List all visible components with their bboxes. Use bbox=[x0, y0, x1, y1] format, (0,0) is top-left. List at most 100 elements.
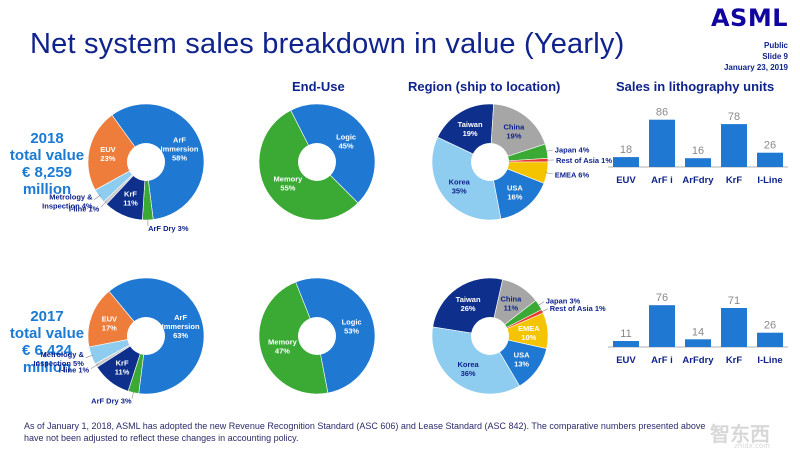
pie-label-euv: EUV 23% bbox=[100, 145, 116, 163]
bar-value-i-line: 26 bbox=[764, 140, 776, 152]
pie-leader-arf-dry bbox=[131, 390, 135, 399]
pie-label-japan: Japan 4% bbox=[555, 146, 590, 155]
pie-label-logic: Logic 45% bbox=[336, 132, 356, 150]
pie-label-rest-of-asia: Rest of Asia 1% bbox=[556, 156, 612, 165]
bar-value-krf: 78 bbox=[728, 111, 740, 123]
watermark: 智东西 bbox=[710, 422, 770, 446]
units-header: Sales in lithography units bbox=[616, 79, 775, 94]
bar-value-arf-i: 86 bbox=[656, 107, 668, 119]
pie-hole bbox=[127, 317, 165, 355]
pie-slice-korea bbox=[431, 326, 520, 395]
pie-leader-i-line bbox=[100, 201, 107, 208]
bar-arfdry bbox=[685, 158, 711, 167]
technology-pie-2018: ArF Immersion 58% ArF Dry 3% KrF 11% I-line 1%… bbox=[42, 103, 205, 233]
total-value-label: total value bbox=[9, 325, 85, 342]
year-2018-summary: 2018 total value € 8,259 million bbox=[4, 130, 90, 198]
bar-category-arf-i: ArF i bbox=[651, 175, 673, 186]
region-header: Region (ship to location) bbox=[408, 79, 561, 94]
slide-meta: Public Slide 9 January 23, 2019 bbox=[724, 40, 788, 73]
technology-pie-2017: ArF Immersion 63% ArF Dry 3% KrF 11% I-line 1%… bbox=[33, 277, 205, 405]
year-label: 2018 bbox=[30, 130, 64, 147]
bar-arf-i bbox=[649, 305, 675, 347]
pie-slice-memory bbox=[258, 281, 329, 395]
pie-label-metrology-inspection: Metrology & Inspection 5% bbox=[33, 350, 84, 368]
pie-label-emea: EMEA 10% bbox=[518, 324, 540, 342]
units-bar-chart-2017: 11 EUV 76 ArF i 14 ArFdry 71 KrF 26 I-Line bbox=[608, 292, 788, 366]
footnote: As of January 1, 2018, ASML has adopted … bbox=[24, 421, 706, 443]
bar-arfdry bbox=[685, 339, 711, 347]
total-value-label: total value bbox=[9, 147, 85, 164]
slide-number: Slide 9 bbox=[762, 52, 788, 61]
bar-value-arf-i: 76 bbox=[656, 292, 668, 304]
pie-leader-japan bbox=[537, 301, 545, 307]
pie-label-memory: Memory 55% bbox=[274, 175, 304, 193]
pie-hole bbox=[127, 143, 165, 181]
end-use-header: End-Use bbox=[292, 79, 345, 94]
bar-category-euv: EUV bbox=[616, 355, 636, 366]
pie-label-taiwan: Taiwan 26% bbox=[456, 295, 481, 313]
bar-value-euv: 11 bbox=[620, 328, 631, 340]
pie-label-china: China 11% bbox=[500, 295, 522, 313]
bar-value-i-line: 26 bbox=[764, 320, 776, 332]
bar-category-arfdry: ArFdry bbox=[682, 175, 714, 186]
pie-label-krf: KrF 11% bbox=[123, 189, 138, 207]
pie-leader-i-line bbox=[90, 364, 98, 369]
pie-leader-japan bbox=[544, 149, 553, 152]
slide-date: January 23, 2019 bbox=[723, 63, 788, 72]
pie-label-arf-dry: ArF Dry 3% bbox=[148, 224, 189, 233]
region-pie-2018: Taiwan 19% China 19% Japan 4%Rest of Asia 1%… bbox=[431, 103, 612, 221]
bar-krf bbox=[721, 308, 747, 347]
page-title: Net system sales breakdown in value (Yea… bbox=[30, 28, 625, 60]
bar-krf bbox=[721, 124, 747, 167]
bar-i-line bbox=[757, 332, 783, 347]
pie-slice-china bbox=[489, 103, 546, 163]
total-value-unit: million bbox=[22, 359, 72, 376]
pie-label-korea: Korea 35% bbox=[449, 177, 471, 195]
pie-slice-euv bbox=[87, 114, 147, 191]
pie-hole bbox=[298, 143, 336, 181]
pie-leader-emea bbox=[544, 172, 553, 175]
year-2017-summary: 2017 total value € 6,424 million bbox=[4, 308, 90, 376]
bar-value-euv: 18 bbox=[620, 144, 632, 156]
pie-leader-rest-of-asia bbox=[540, 308, 549, 313]
pie-label-krf: KrF 11% bbox=[115, 358, 130, 376]
year-label: 2017 bbox=[30, 308, 64, 325]
pie-label-korea: Korea 36% bbox=[457, 360, 479, 378]
pie-label-i-line: I-line 1% bbox=[69, 205, 100, 214]
pie-slice-usa bbox=[489, 161, 545, 220]
pie-leader-metrology-inspection bbox=[94, 194, 101, 200]
pie-label-arf-dry: ArF Dry 3% bbox=[91, 396, 132, 405]
pie-hole bbox=[471, 317, 509, 355]
pie-leader-metrology-inspection bbox=[85, 354, 94, 358]
pie-label-i-line: I-line 1% bbox=[59, 366, 90, 375]
pie-label-euv: EUV 17% bbox=[102, 314, 118, 332]
total-value-unit: million bbox=[22, 181, 72, 198]
pie-label-rest-of-asia: Rest of Asia 1% bbox=[550, 304, 606, 313]
pie-label-arf-immersion: ArF Immersion 58% bbox=[161, 136, 199, 163]
pie-slice-korea bbox=[431, 136, 502, 221]
total-value-amount: € 8,259 bbox=[21, 164, 73, 181]
classification-label: Public bbox=[763, 41, 788, 50]
pie-label-memory: Memory 47% bbox=[268, 338, 298, 356]
total-value-amount: € 6,424 bbox=[21, 342, 73, 359]
bar-value-arfdry: 14 bbox=[692, 326, 704, 338]
bar-i-line bbox=[757, 152, 783, 167]
bar-category-i-line: I-Line bbox=[757, 355, 782, 366]
bar-arf-i bbox=[649, 119, 675, 167]
bar-category-i-line: I-Line bbox=[757, 175, 782, 186]
pie-label-usa: USA 16% bbox=[507, 184, 523, 202]
pie-label-japan: Japan 3% bbox=[546, 297, 581, 306]
bar-category-arf-i: ArF i bbox=[651, 355, 673, 366]
pie-hole bbox=[298, 317, 336, 355]
pie-label-taiwan: Taiwan 19% bbox=[458, 120, 483, 138]
pie-label-china: China 19% bbox=[503, 123, 525, 141]
bar-category-euv: EUV bbox=[616, 175, 636, 186]
region-pie-2017: Taiwan 26% China 11% Japan 3%Rest of Asia 1%… bbox=[431, 277, 606, 395]
bar-category-arfdry: ArFdry bbox=[682, 355, 714, 366]
pie-label-arf-immersion: ArF Immersion 63% bbox=[162, 313, 200, 340]
pie-label-logic: Logic 53% bbox=[342, 318, 362, 336]
bar-value-krf: 71 bbox=[728, 295, 740, 307]
units-bar-chart-2018: 18 EUV 86 ArF i 16 ArFdry 78 KrF 26 I-Line bbox=[608, 107, 788, 186]
pie-hole bbox=[471, 143, 509, 181]
end-use-pie-2017: Logic 53% Memory 47% bbox=[258, 277, 376, 395]
